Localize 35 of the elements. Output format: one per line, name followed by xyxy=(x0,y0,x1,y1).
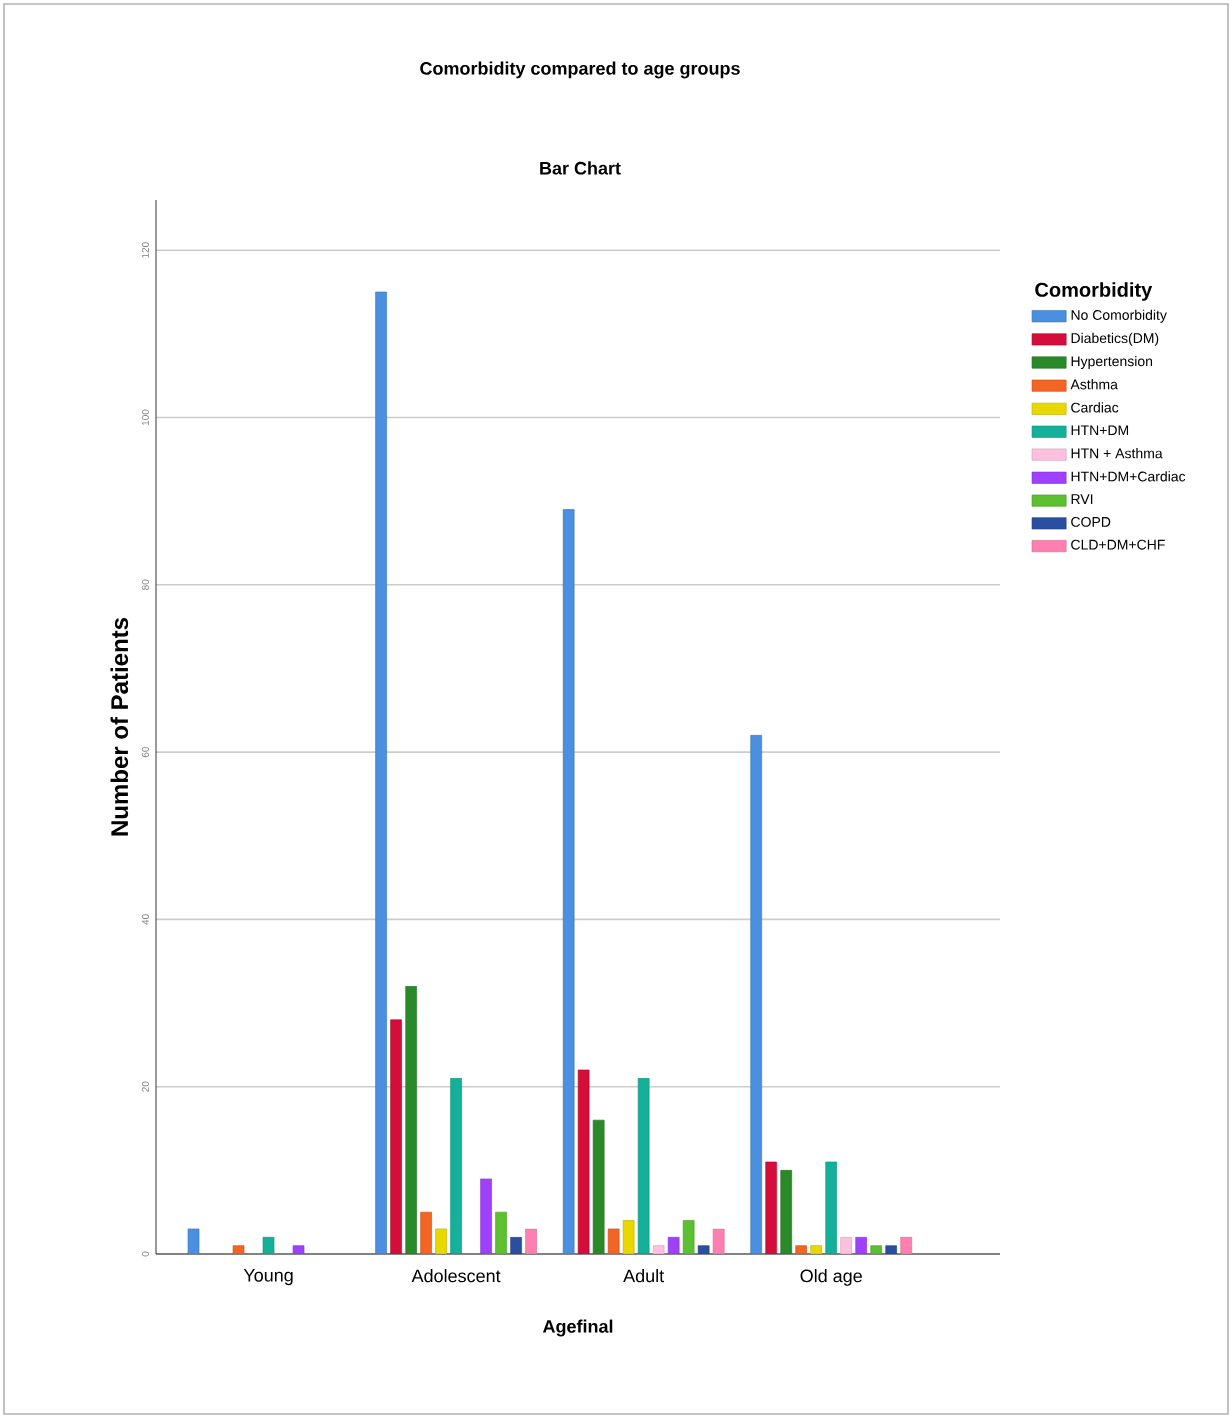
x-axis-title: Agefinal xyxy=(542,1319,613,1337)
chart-title: Comorbidity compared to age groups xyxy=(420,61,740,79)
bar xyxy=(840,1236,852,1254)
x-tick-label: Young xyxy=(243,1269,293,1286)
bar xyxy=(750,735,762,1254)
x-tick-label: Old age xyxy=(800,1269,862,1286)
bar xyxy=(652,1245,665,1254)
bar xyxy=(637,1078,650,1254)
bar xyxy=(480,1178,492,1254)
bar xyxy=(187,1228,200,1254)
bar xyxy=(375,291,387,1254)
chart-subtitle: Bar Chart xyxy=(540,161,621,175)
bar xyxy=(562,509,575,1254)
bar xyxy=(810,1245,823,1254)
bar xyxy=(405,986,417,1254)
bar xyxy=(390,1019,402,1254)
bar xyxy=(525,1228,537,1254)
x-tick-label: Adult xyxy=(623,1269,665,1283)
bar xyxy=(900,1236,913,1254)
y-axis-title: Number of Patients xyxy=(110,617,129,836)
bar xyxy=(435,1228,447,1254)
bar xyxy=(697,1245,710,1254)
bar xyxy=(870,1245,883,1254)
bar xyxy=(667,1236,680,1254)
bar xyxy=(885,1245,898,1254)
bar xyxy=(495,1211,507,1254)
bar xyxy=(855,1236,867,1254)
bar xyxy=(622,1220,635,1254)
bar xyxy=(712,1228,725,1254)
legend-title: Comorbidity xyxy=(1035,282,1153,301)
bar xyxy=(510,1236,522,1254)
x-tick-label: Adolescent xyxy=(411,1269,501,1283)
bar xyxy=(682,1220,695,1254)
bar xyxy=(292,1245,305,1254)
bar xyxy=(450,1078,462,1254)
